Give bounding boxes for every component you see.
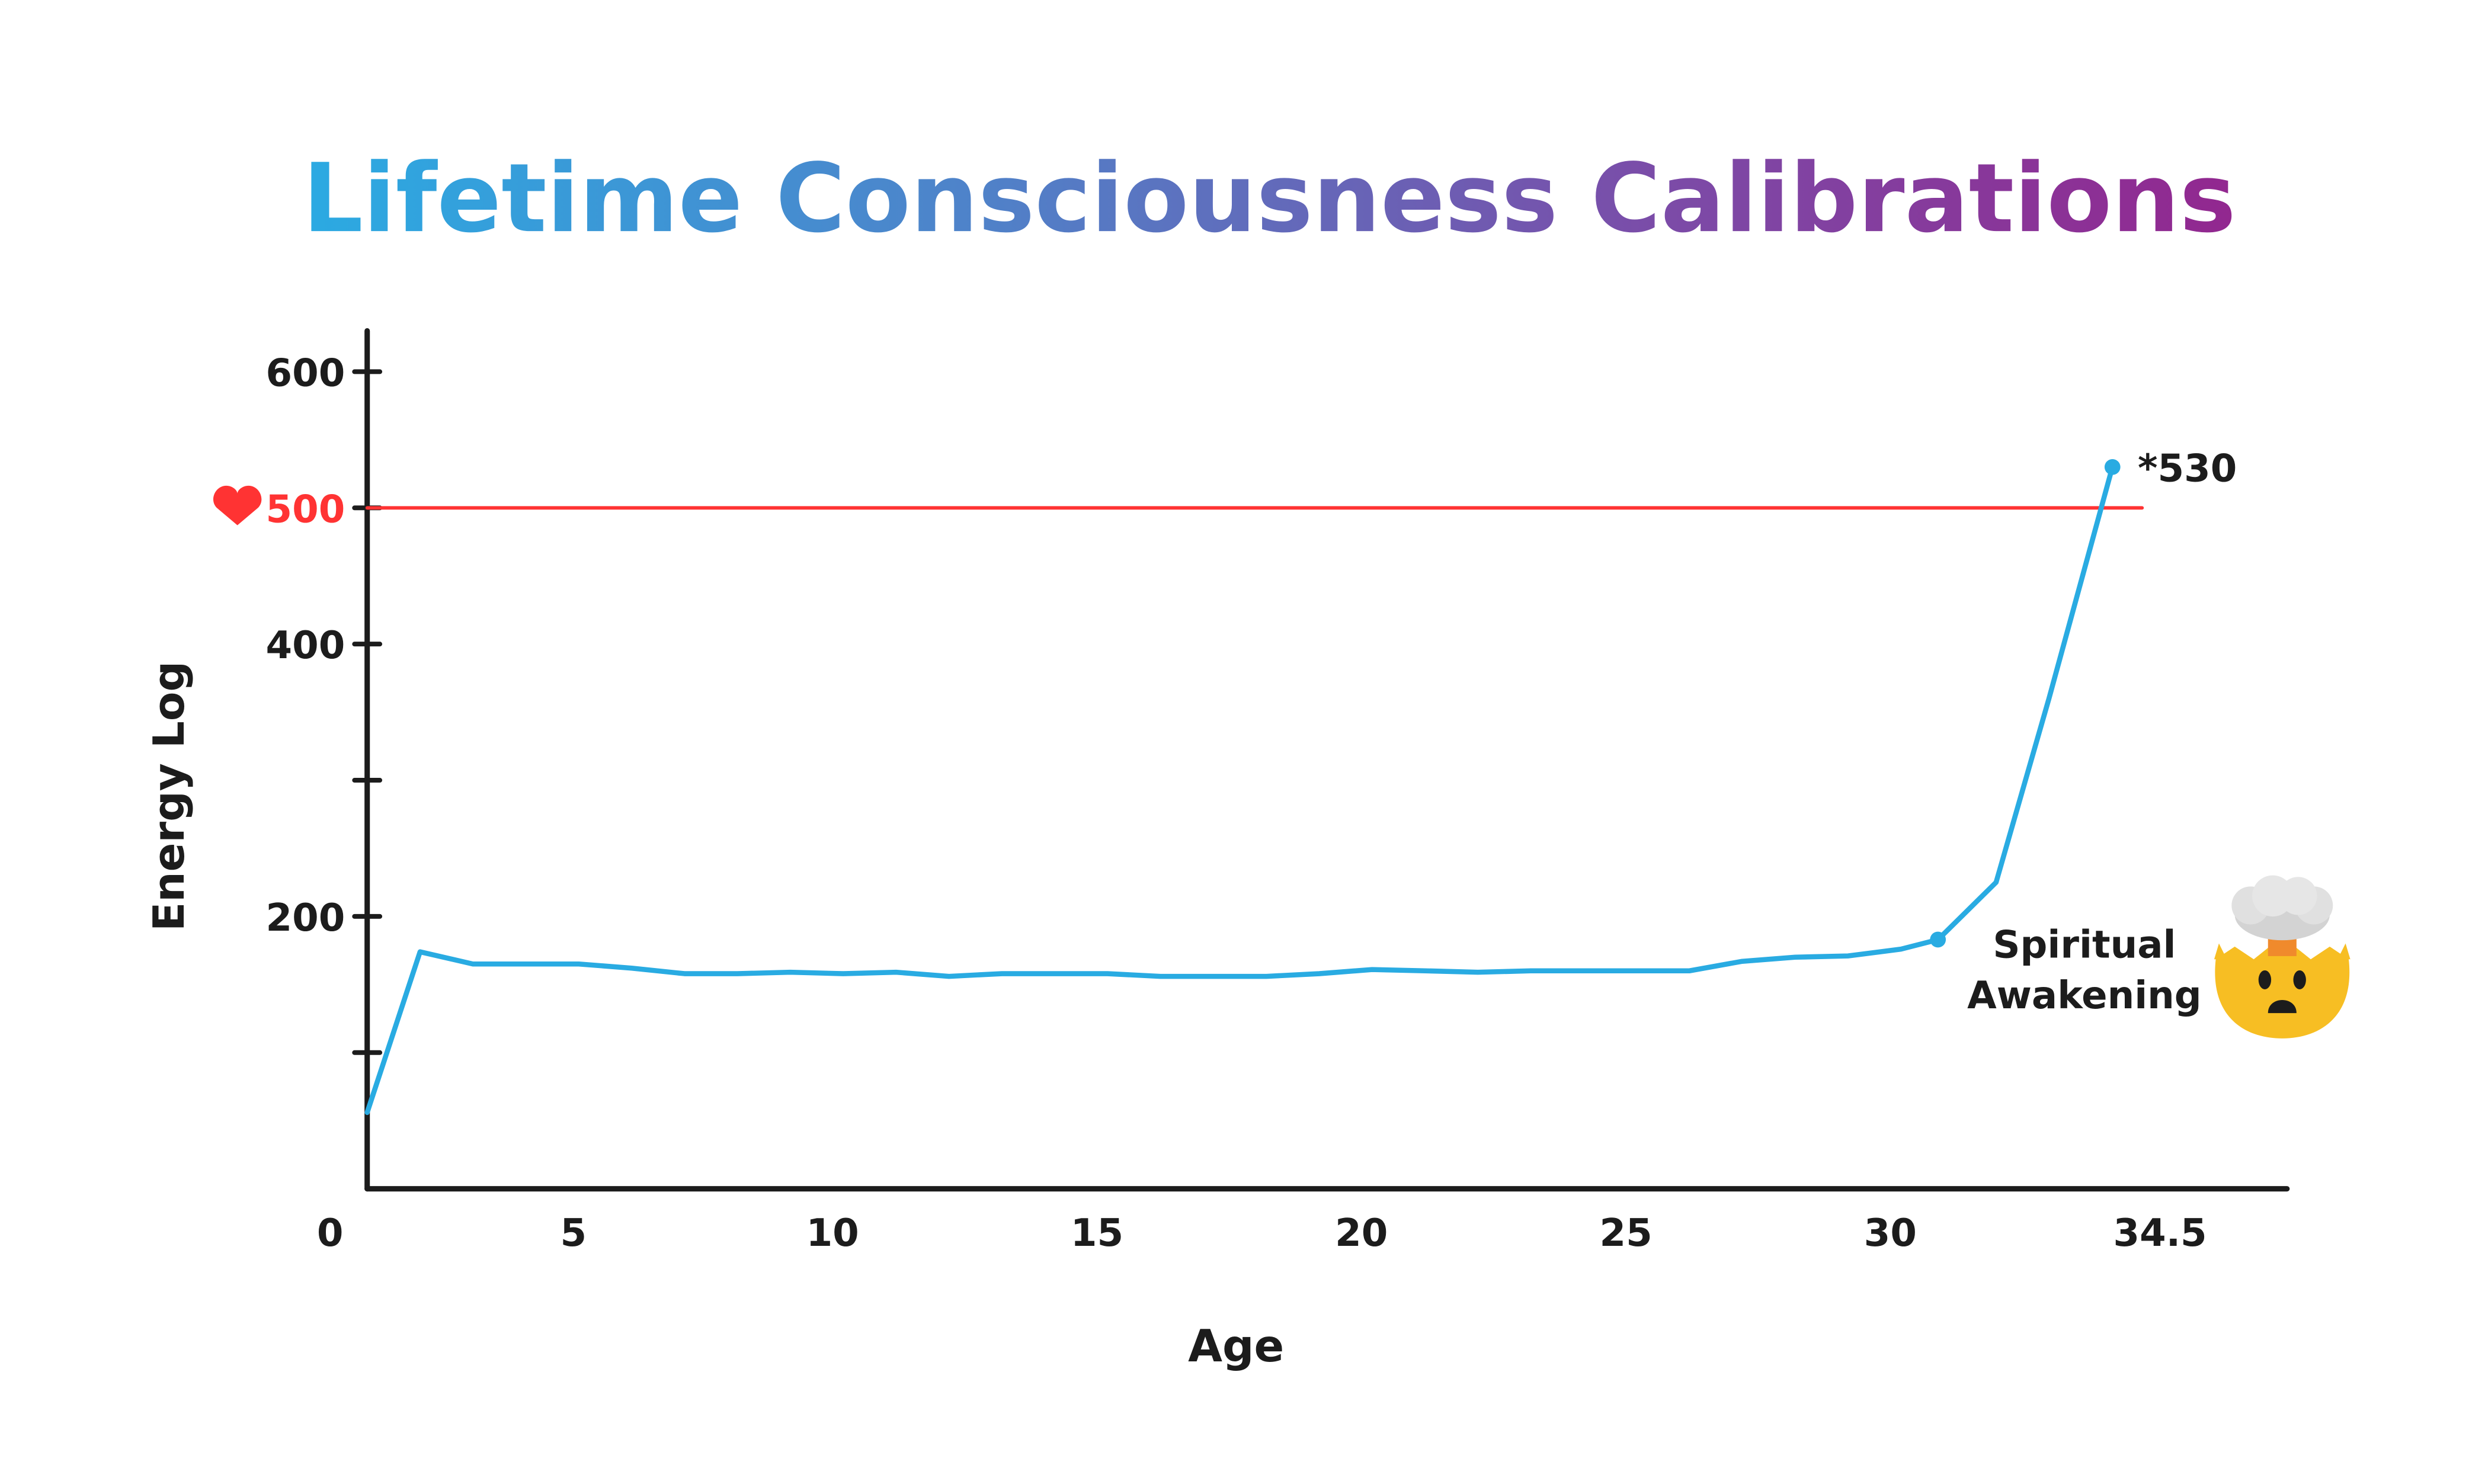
x-tick-label-0: 0 [317,1211,344,1255]
annotation-spiritual: Spiritual [1993,923,2176,967]
x-tick-label-20: 20 [1335,1211,1388,1255]
y-tick-label-200: 200 [266,896,345,940]
x-tick-label-25: 25 [1599,1211,1652,1255]
axes [364,328,2290,1192]
heart-icon [213,485,262,525]
peak-marker [2104,459,2121,475]
x-tick-label-5: 5 [561,1211,587,1255]
y-axis-ticks: 200 400 500 600 [266,351,383,1055]
x-tick-label-30: 30 [1864,1211,1917,1255]
awakening-marker [1930,931,1946,948]
peak-value-label: *530 [2138,446,2237,491]
x-axis-label: Age [1188,1320,1284,1372]
y-tick-label-400: 400 [266,623,345,668]
x-tick-label-34.5: 34.5 [2113,1211,2207,1255]
chart-title: Lifetime Consciousness Calibrations [303,143,2236,254]
x-axis-ticks: 0 5 10 15 20 25 30 34.5 [317,1211,2207,1255]
x-tick-label-10: 10 [806,1211,859,1255]
y-tick-label-500: 500 [266,487,345,531]
x-tick-label-15: 15 [1071,1211,1123,1255]
annotation-awakening: Awakening [1967,973,2202,1018]
y-tick-label-600: 600 [266,351,345,395]
series-line-energy [364,464,2115,1116]
y-axis-label: Energy Log [145,661,194,931]
exploding-head-icon [2214,875,2350,1039]
